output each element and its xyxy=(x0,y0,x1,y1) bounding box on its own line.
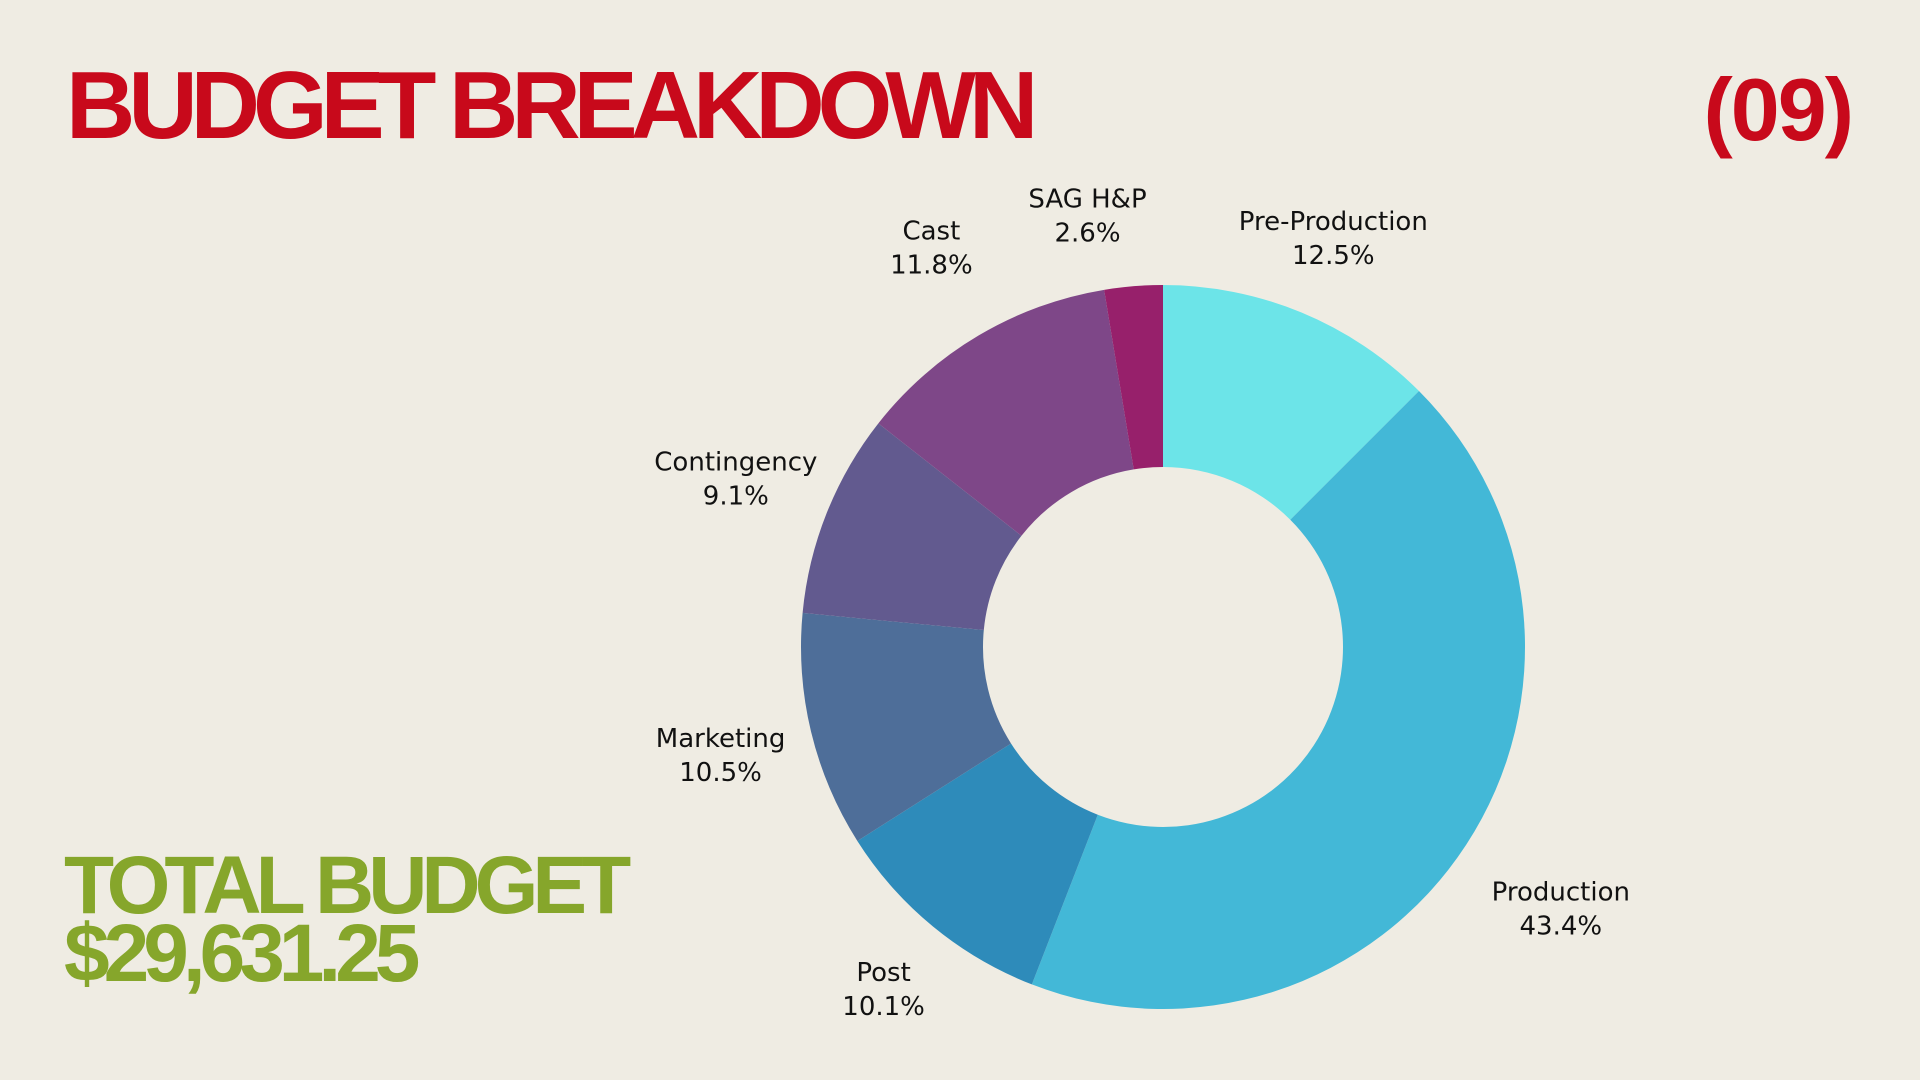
slice-pre-production xyxy=(1163,285,1419,520)
label-post: Post 10.1% xyxy=(842,958,925,1022)
label-marketing: Marketing 10.5% xyxy=(656,724,786,788)
donut-labels: Pre-Production 12.5% Production 43.4% Post 10… xyxy=(654,184,1630,1021)
total-budget-amount: $29,631.25 xyxy=(64,908,420,999)
slice-post xyxy=(857,743,1098,985)
page-title: BUDGET BREAKDOWN xyxy=(66,52,1038,159)
total-budget: TOTAL BUDGET $29,631.25 xyxy=(64,840,631,999)
label-production: Production 43.4% xyxy=(1492,878,1630,942)
total-budget-label: TOTAL BUDGET xyxy=(64,840,631,931)
label-contingency: Contingency 9.1% xyxy=(654,447,817,511)
page-number: (09) xyxy=(1703,60,1854,159)
donut-slices xyxy=(801,285,1525,1009)
label-sag-h-p: SAG H&P 2.6% xyxy=(1028,184,1146,248)
slice-contingency xyxy=(802,423,1022,631)
slice-sag-h-p xyxy=(1104,285,1163,470)
slice-marketing xyxy=(801,612,1012,841)
slice-production xyxy=(1031,391,1525,1009)
label-cast: Cast 11.8% xyxy=(890,216,973,280)
slice-cast xyxy=(878,289,1134,536)
label-pre-production: Pre-Production 12.5% xyxy=(1239,207,1428,271)
